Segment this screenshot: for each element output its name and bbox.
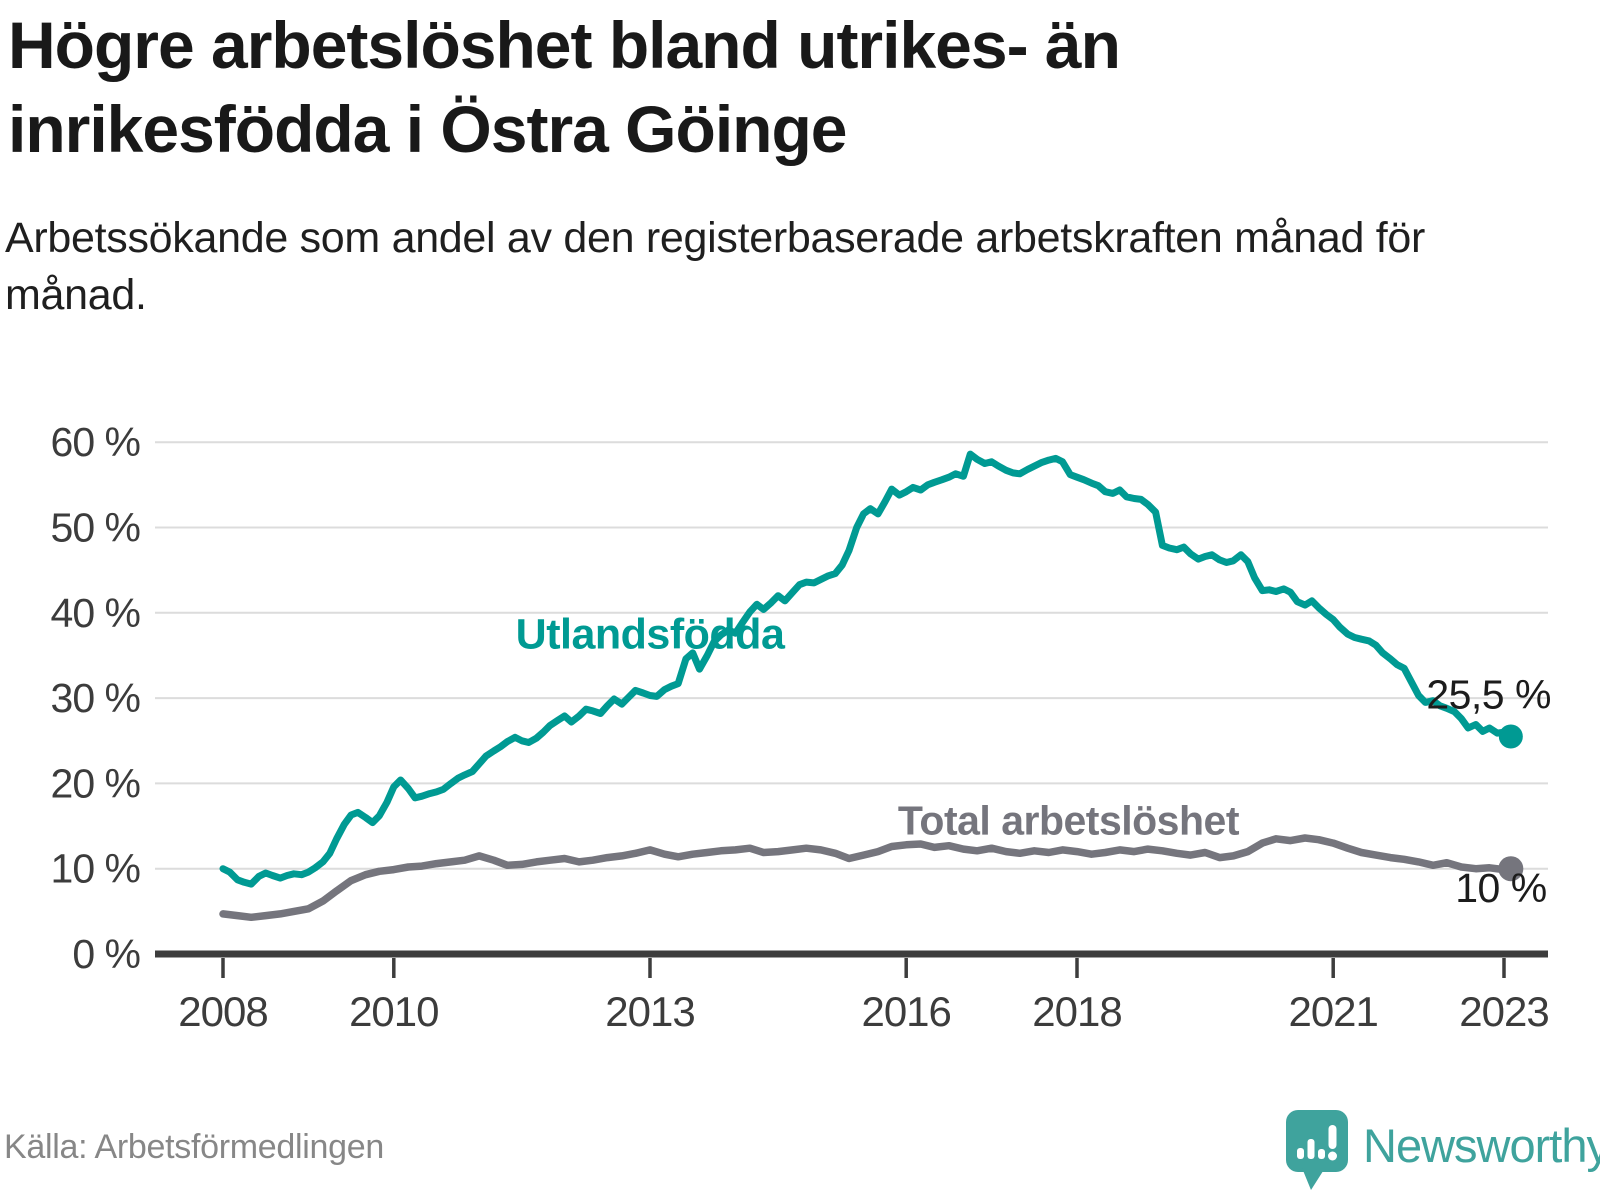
series-label-utlandsfodda: Utlandsfödda [516, 611, 786, 659]
series-end-dot-utlandsfodda [1498, 724, 1523, 749]
y-axis-tick-label: 40 % [51, 590, 140, 636]
y-axis-tick-label: 10 % [51, 846, 140, 892]
x-axis-tick-label: 2023 [1459, 988, 1548, 1035]
series-label-total: Total arbetslöshet [898, 798, 1240, 844]
series-line-utlandsfodda [219, 450, 1515, 888]
x-axis-tick-label: 2010 [349, 988, 438, 1035]
y-axis-tick-label: 50 % [51, 505, 140, 551]
page-title: Högre arbetslöshet bland utrikes- än inr… [8, 8, 1121, 166]
y-axis-tick-label: 20 % [51, 760, 140, 806]
series-line-total [219, 834, 1515, 922]
x-axis-tick-label: 2021 [1288, 988, 1377, 1035]
newsworthy-pin-icon [1286, 1110, 1348, 1190]
page-subtitle: Arbetssökande som andel av den registerb… [5, 214, 1426, 319]
x-axis-tick-label: 2013 [605, 988, 694, 1035]
series-end-dot-total [1498, 856, 1524, 882]
newsworthy-logo: Newsworthy [1284, 1108, 1600, 1192]
x-axis-tick-label: 2008 [178, 988, 267, 1035]
x-axis-tick-label: 2016 [861, 988, 950, 1035]
x-axis-tick-label: 2018 [1032, 988, 1121, 1035]
end-value-label-total: 10 % [1455, 865, 1546, 911]
newsworthy-wordmark: Newsworthy [1363, 1118, 1600, 1172]
source-note: Källa: Arbetsförmedlingen [4, 1128, 384, 1166]
y-axis-tick-label: 0 % [72, 931, 140, 977]
end-value-label-utlandsfodda: 25,5 % [1426, 671, 1551, 717]
y-axis-tick-label: 60 % [51, 419, 140, 465]
y-axis-tick-label: 30 % [51, 675, 140, 721]
